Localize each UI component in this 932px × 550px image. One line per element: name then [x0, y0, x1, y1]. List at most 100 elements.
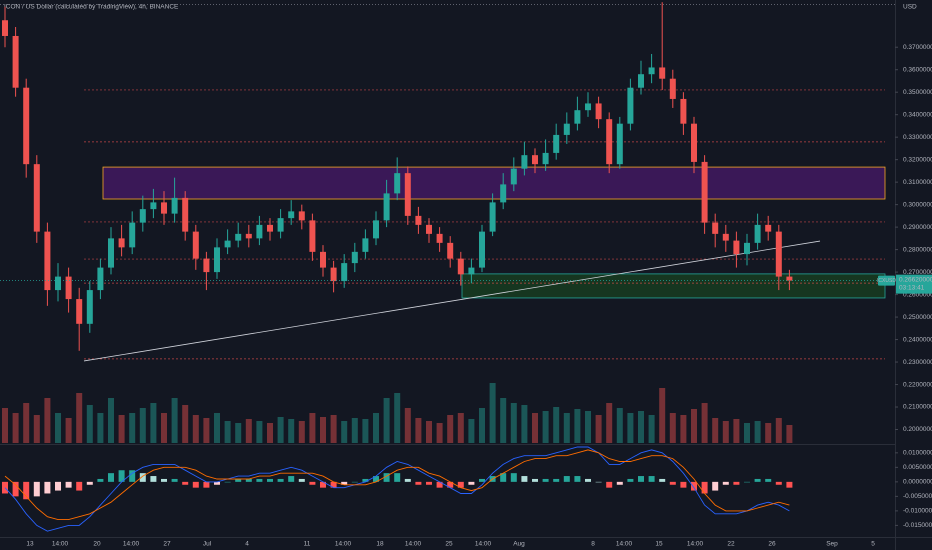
candle-body [563, 123, 570, 135]
macd-histogram-bar [648, 476, 655, 482]
macd-line [4, 446, 790, 532]
candle-body [161, 202, 167, 214]
macd-histogram-bar [267, 478, 273, 482]
volume-bar [214, 413, 220, 443]
macd-histogram-bar [362, 478, 369, 482]
x-tick-label: 14:00 [52, 541, 69, 548]
candle-body [765, 224, 772, 232]
candle-body [383, 193, 390, 221]
macd-histogram-bar [182, 481, 189, 485]
volume-bar [754, 421, 761, 443]
candle-body [574, 110, 581, 124]
volume-bar [775, 418, 782, 443]
volume-bar [542, 411, 549, 443]
y-tick-label: 0.27000000 [903, 269, 932, 276]
y-tick-label: 0.31000000 [903, 179, 932, 186]
candle-body [298, 211, 305, 221]
candle-body [33, 164, 40, 232]
macd-histogram-bar [394, 473, 401, 482]
zone [461, 273, 886, 299]
volume-bar [436, 423, 443, 443]
candle-body [733, 240, 740, 255]
macd-histogram-bar [139, 473, 146, 482]
candle-body [701, 161, 708, 223]
candle-body [55, 276, 61, 291]
macd-histogram-bar [436, 481, 443, 488]
y-tick-label: 0.20000000 [903, 426, 932, 433]
macd-histogram-bar [341, 481, 348, 485]
candle-body [404, 173, 411, 216]
candle-body [97, 267, 104, 291]
candle-body [23, 87, 30, 165]
candle-body [606, 119, 613, 165]
macd-histogram-bar [563, 476, 570, 482]
symbol-tag [878, 275, 895, 286]
x-tick-label: 14:00 [335, 541, 352, 548]
macd-histogram-bar [744, 481, 750, 483]
macd-histogram-bar [23, 481, 30, 500]
volume-bar [97, 413, 104, 443]
candle-body [12, 35, 19, 88]
candle-body [214, 247, 220, 273]
volume-bar [553, 407, 560, 443]
y-tick-label: 0.37000000 [903, 44, 932, 51]
candle-body [489, 202, 496, 232]
macd-histogram-bar [457, 481, 464, 488]
macd-histogram-bar [691, 481, 697, 491]
volume-bar [669, 413, 676, 443]
volume-bar [171, 398, 178, 443]
zone [102, 166, 886, 200]
macd-histogram-bar [383, 473, 390, 482]
y-tick-label: 0.30000000 [903, 201, 932, 208]
macd-histogram-bar [701, 481, 708, 494]
volume-bar [129, 413, 136, 443]
macd-histogram-bar [659, 478, 666, 482]
volume-bar [192, 415, 199, 443]
volume-bar [457, 413, 464, 443]
macd-histogram-bar [129, 470, 136, 482]
macd-histogram-bar [118, 470, 125, 482]
macd-histogram-bar [373, 476, 379, 482]
volume-bar [627, 413, 634, 443]
volume-bar [680, 415, 687, 443]
candle-body [192, 231, 199, 259]
volume-bar [235, 423, 242, 443]
x-tick-label: 20 [93, 541, 101, 548]
candle-body [256, 224, 263, 239]
volume-bar [638, 411, 644, 443]
candle-body [426, 224, 432, 234]
volume-bar [585, 411, 591, 443]
volume-bar [479, 408, 485, 443]
y-tick-label: 0.26000000 [903, 291, 932, 298]
x-tick-label: 5 [871, 541, 875, 548]
volume-bar [33, 415, 40, 443]
macd-histogram-bar [638, 476, 644, 482]
candle-body [171, 197, 178, 214]
macd-histogram-bar [65, 481, 72, 488]
macd-histogram-bar [76, 481, 83, 491]
volume-bar [150, 403, 157, 443]
volume-bar [139, 408, 146, 443]
macd-histogram-bar [415, 481, 422, 485]
candle-body [277, 218, 284, 232]
y-tick-label: 0.36000000 [903, 66, 932, 73]
macd-histogram-bar [108, 473, 114, 482]
candle-body [479, 231, 485, 268]
volume-bar [447, 415, 454, 443]
candle-body [532, 155, 538, 165]
volume-bar [245, 419, 252, 443]
y-tick-label: 0.28000000 [903, 246, 932, 253]
candle-body [330, 267, 337, 282]
macd-histogram-bar [309, 481, 316, 485]
candle-body [786, 276, 793, 281]
volume-bar [616, 408, 623, 443]
volume-bar [351, 418, 358, 443]
countdown-label: 03:13:41 [899, 284, 925, 291]
candle-body [510, 168, 517, 185]
volume-bar [415, 418, 422, 443]
chart-title: ICON / US Dollar (calculated by TradingV… [4, 4, 179, 11]
macd-histogram-bar [97, 478, 104, 482]
candle-body [669, 78, 676, 99]
volume-bar [341, 421, 348, 443]
candle-body [595, 103, 602, 120]
